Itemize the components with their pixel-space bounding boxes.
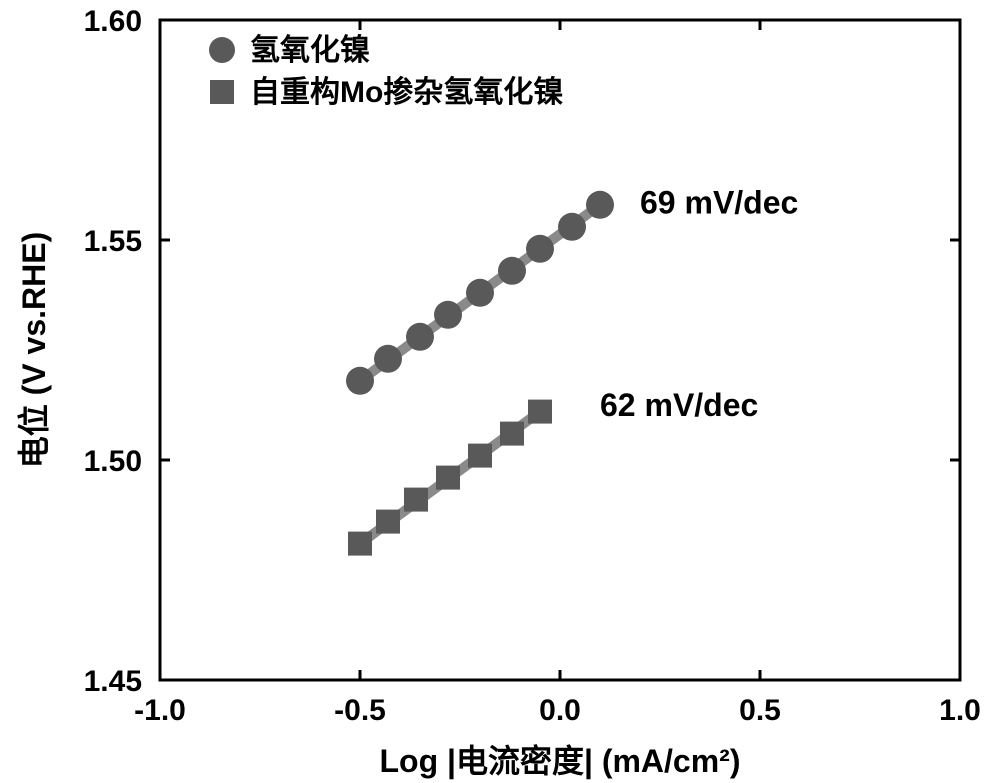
xtick-label: 0.0 xyxy=(539,694,581,727)
data-point-square xyxy=(404,488,428,512)
data-point-circle xyxy=(406,323,434,351)
ytick-label: 1.55 xyxy=(84,225,142,258)
x-axis-label: Log |电流密度| (mA/cm²) xyxy=(379,743,740,779)
xtick-label: -1.0 xyxy=(134,694,186,727)
tafel-slope-label: 69 mV/dec xyxy=(640,185,798,221)
legend-marker-circle xyxy=(209,37,235,63)
data-point-circle xyxy=(526,235,554,263)
ytick-label: 1.45 xyxy=(84,665,142,698)
data-point-square xyxy=(376,510,400,534)
data-point-square xyxy=(468,444,492,468)
y-axis-label: 电位 (V vs.RHE) xyxy=(16,232,52,469)
xtick-label: 0.5 xyxy=(739,694,781,727)
legend-marker-square xyxy=(210,80,234,104)
data-point-square xyxy=(436,466,460,490)
plot-svg: -1.0 -0.5 0.0 0.5 1.0 1.45 1.50 1.55 1.60 Log |电流… xyxy=(0,0,1000,783)
tafel-slope-label: 62 mV/dec xyxy=(600,387,758,423)
bg xyxy=(0,0,1000,783)
data-point-circle xyxy=(466,279,494,307)
data-point-circle xyxy=(374,345,402,373)
xtick-label: 1.0 xyxy=(939,694,981,727)
data-point-circle xyxy=(346,367,374,395)
data-point-square xyxy=(348,532,372,556)
legend-label: 自重构Mo掺杂氢氧化镍 xyxy=(250,75,563,109)
ytick-label: 1.60 xyxy=(84,5,142,38)
data-point-circle xyxy=(498,257,526,285)
ytick-label: 1.50 xyxy=(84,445,142,478)
data-point-square xyxy=(500,422,524,446)
data-point-square xyxy=(528,400,552,424)
data-point-circle xyxy=(434,301,462,329)
legend-label: 氢氧化镍 xyxy=(250,34,370,67)
data-point-circle xyxy=(586,191,614,219)
tafel-plot-figure: { "chart": { "type": "scatter-with-fitli… xyxy=(0,0,1000,783)
xtick-label: -0.5 xyxy=(334,694,386,727)
data-point-circle xyxy=(558,213,586,241)
